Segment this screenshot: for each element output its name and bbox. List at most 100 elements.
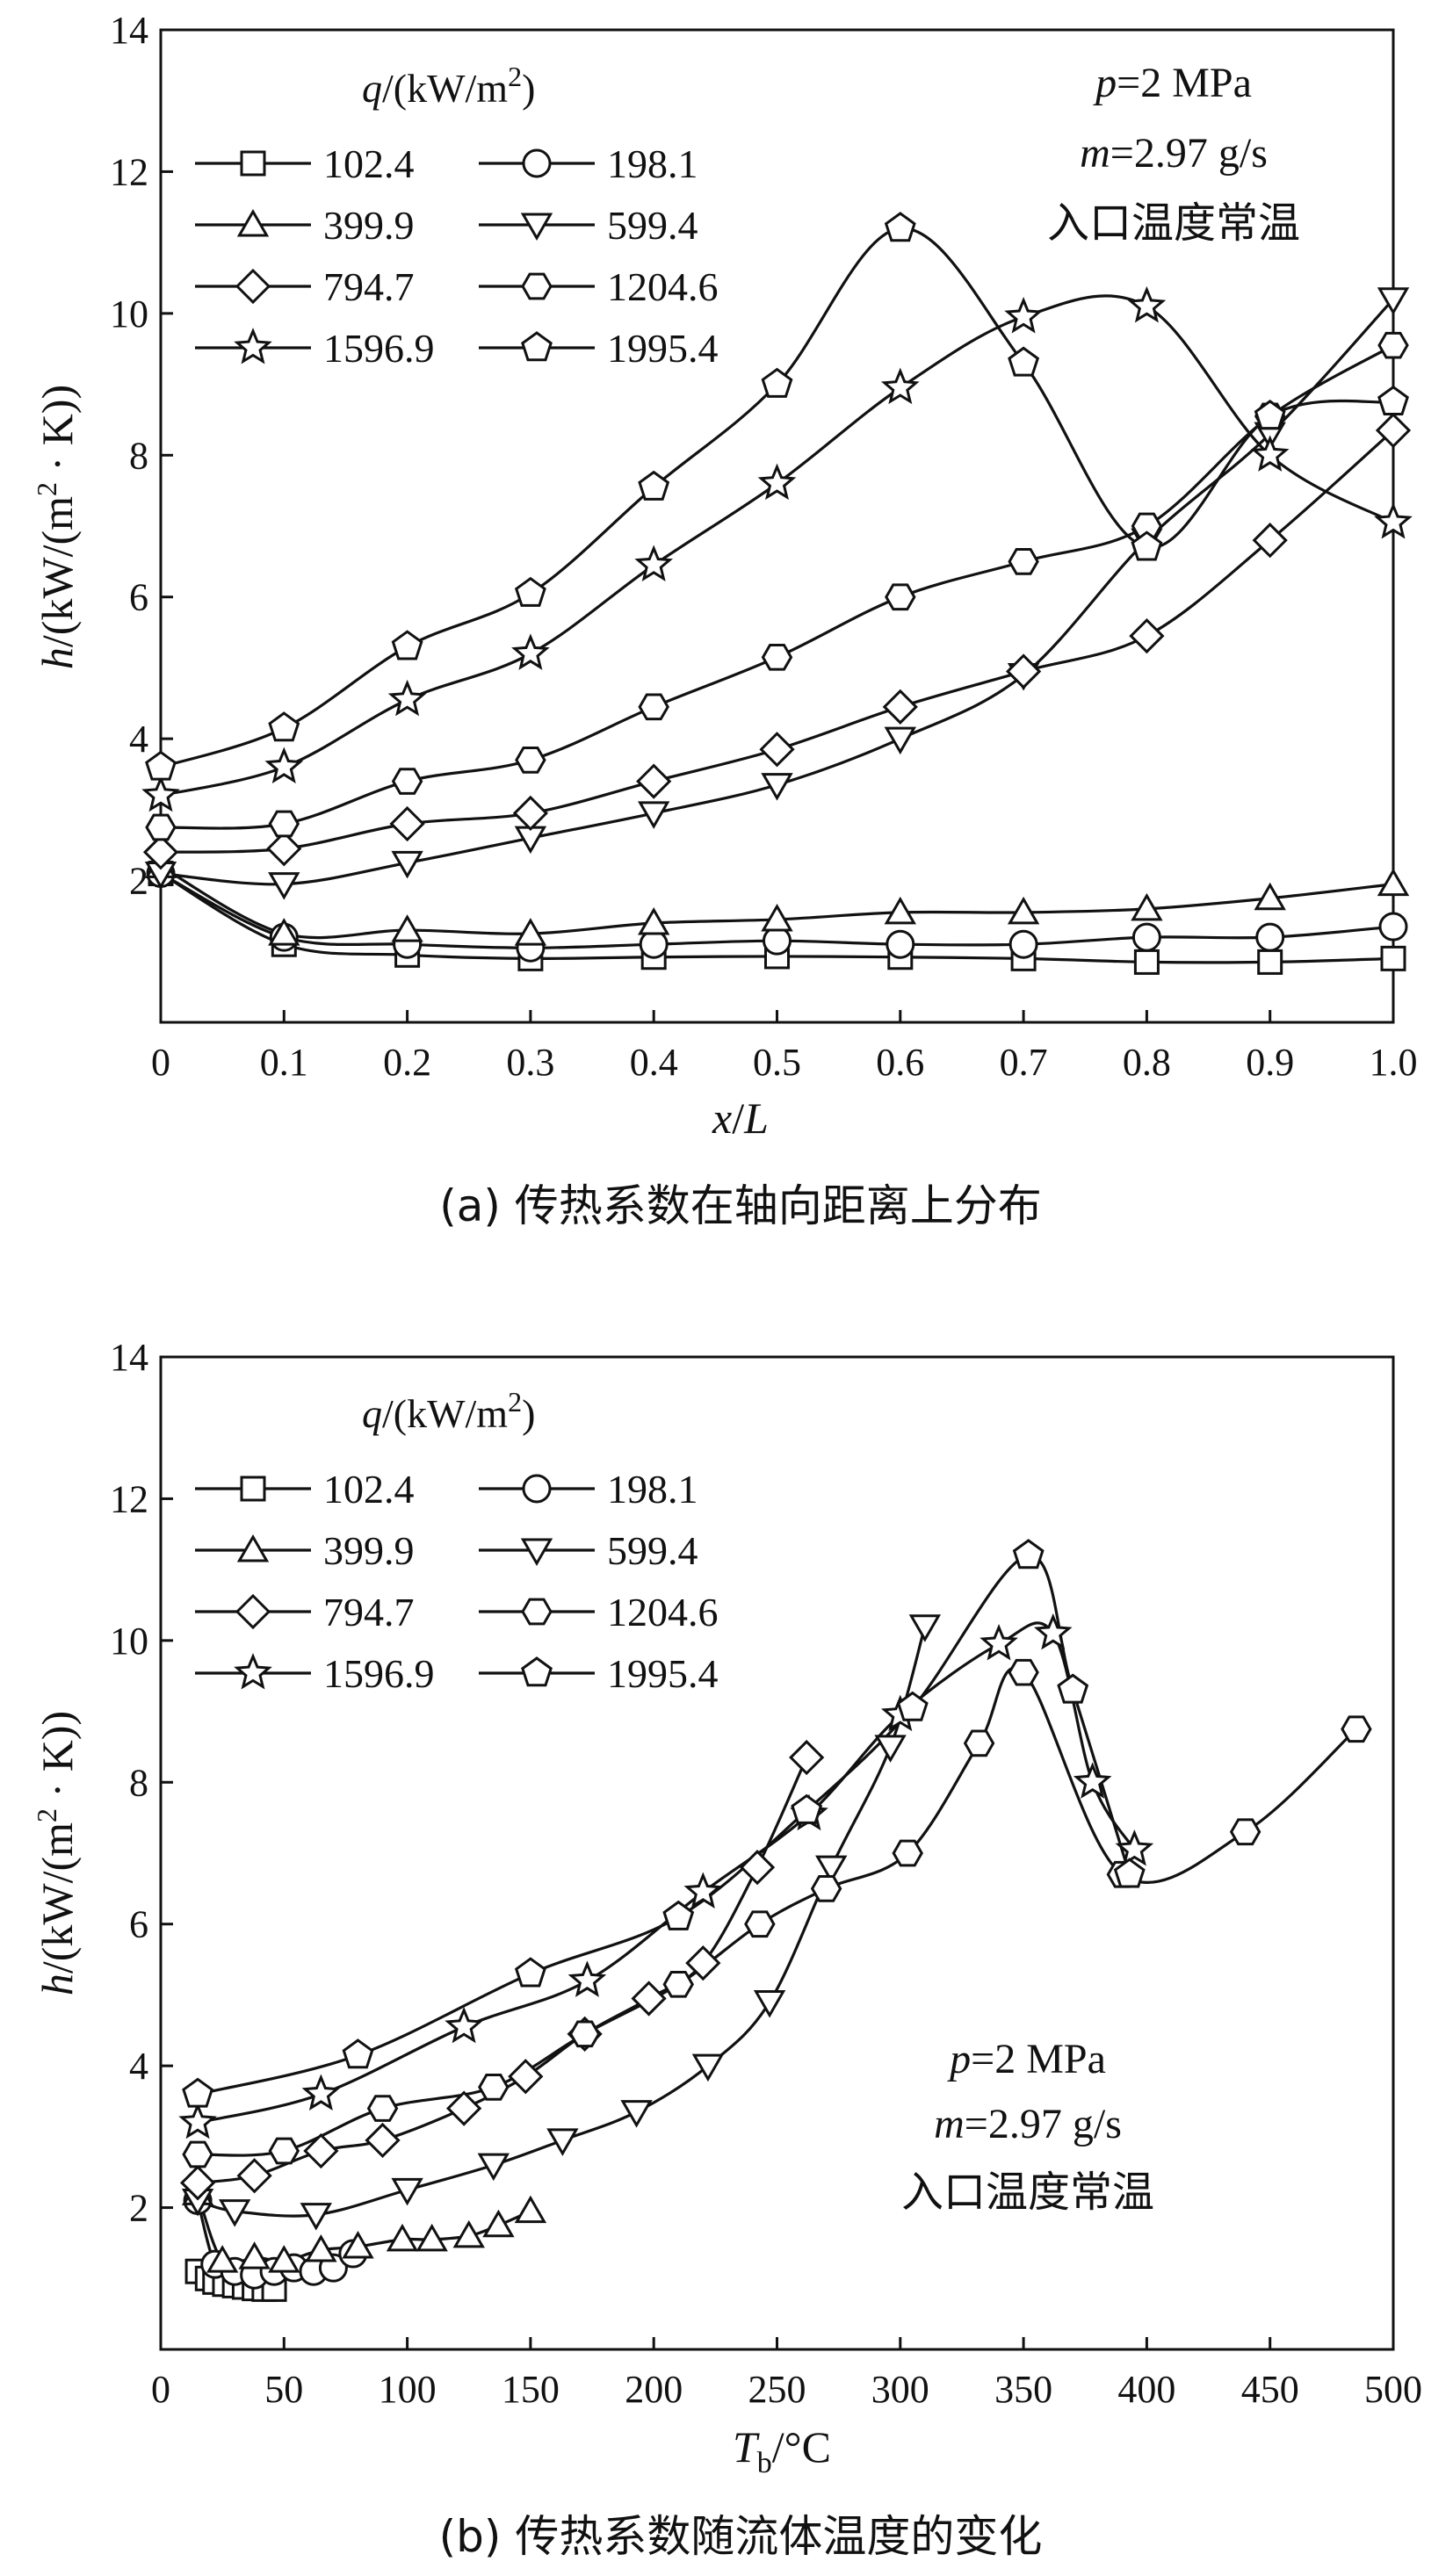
- data-point-diamond: [389, 805, 425, 842]
- x-tick-label: 350: [994, 2368, 1052, 2411]
- data-point-diamond: [179, 2165, 216, 2201]
- data-point-diamond: [1375, 412, 1412, 449]
- data-point-triangle-up: [761, 903, 793, 932]
- series-line-599_4: [160, 298, 1395, 886]
- legend-marker-diamond: [235, 1593, 271, 1630]
- legend-item-399_9: 399.9: [195, 203, 415, 248]
- data-point-star: [1073, 1762, 1112, 1799]
- data-point-pentagon: [1254, 400, 1286, 430]
- caption-a: (a) 传热系数在轴向距离上分布: [439, 1180, 1042, 1231]
- data-point-triangle-up: [482, 2209, 515, 2238]
- data-point-pentagon: [514, 1957, 546, 1988]
- data-point-triangle-up: [268, 2245, 300, 2273]
- pressure-note-b: p=2 MPa: [947, 2036, 1106, 2082]
- data-point-triangle-down: [874, 1735, 907, 1763]
- data-point-pentagon: [268, 711, 300, 742]
- legend-item-198_1: 198.1: [479, 141, 698, 186]
- legend-marker-circle: [522, 1474, 552, 1504]
- data-point-square: [1257, 949, 1283, 975]
- data-point-triangle-down: [761, 773, 793, 801]
- x-tick-label: 300: [871, 2368, 929, 2411]
- data-point-hexagon: [810, 1875, 842, 1902]
- legend-label: 399.9: [323, 1528, 415, 1573]
- legend-label: 1596.9: [323, 326, 435, 371]
- data-point-triangle-up: [386, 2223, 419, 2252]
- data-point-diamond: [631, 1981, 667, 2017]
- legend-marker-triangle-down: [520, 1538, 553, 1566]
- legend-item-599_4: 599.4: [479, 1528, 698, 1573]
- data-point-hexagon: [268, 810, 300, 838]
- data-point-triangle-down: [1377, 287, 1410, 315]
- legend-title-a: q/(kW/m2): [362, 61, 535, 111]
- legend-item-599_4: 599.4: [479, 203, 698, 248]
- y-tick-label: 4: [129, 718, 148, 761]
- legend-label: 1995.4: [607, 1651, 719, 1696]
- data-point-circle: [639, 929, 669, 959]
- data-point-triangle-up: [342, 2230, 374, 2259]
- data-point-pentagon: [1012, 1539, 1045, 1569]
- data-point-pentagon: [342, 2038, 374, 2069]
- data-point-diamond: [636, 763, 672, 799]
- y-tick-label: 12: [110, 150, 148, 193]
- y-tick-label: 2: [129, 860, 148, 903]
- data-point-triangle-up: [206, 2245, 239, 2273]
- legend-marker-star: [234, 328, 272, 364]
- legend-marker-pentagon: [521, 331, 553, 362]
- data-point-triangle-up: [1131, 892, 1163, 921]
- data-point-diamond: [789, 1739, 825, 1776]
- data-point-circle: [1008, 929, 1038, 959]
- data-point-star: [1250, 435, 1290, 472]
- data-point-hexagon: [1341, 1715, 1372, 1743]
- data-point-diamond: [508, 2059, 544, 2095]
- legend-marker-triangle-down: [520, 213, 553, 241]
- data-point-square: [1380, 945, 1406, 971]
- data-point-hexagon: [182, 2140, 213, 2168]
- series-line-1204_6: [198, 1666, 1357, 2157]
- data-point-triangle-up: [514, 2195, 547, 2224]
- data-point-triangle-down: [391, 2177, 423, 2206]
- y-tick-label: 2: [129, 2187, 148, 2230]
- data-point-diamond: [236, 2158, 272, 2194]
- data-point-pentagon: [638, 470, 670, 501]
- data-point-hexagon: [145, 813, 177, 841]
- panel-a: 0 0.1 0.2 0.3 0.4 0.5 0.6 0.7 0.8 0.9 1.0 14 12 10 8 6 4…: [31, 9, 1418, 1231]
- data-point-triangle-up: [268, 918, 300, 946]
- legend-marker-circle: [522, 148, 552, 178]
- x-tick-label: 0: [151, 2368, 170, 2411]
- legend-label: 198.1: [607, 1467, 698, 1512]
- data-point-star: [301, 2074, 341, 2111]
- legend-marker-square: [240, 150, 266, 177]
- data-point-triangle-up: [391, 914, 423, 942]
- legend-label: 198.1: [607, 141, 698, 186]
- data-point-triangle-down: [884, 726, 916, 755]
- legend-label: 399.9: [323, 203, 415, 248]
- x-tick-label: 0.4: [630, 1041, 678, 1084]
- legend-item-102_4: 102.4: [195, 1467, 415, 1512]
- legend-marker-square: [240, 1476, 266, 1502]
- y-tick-label: 8: [129, 1761, 148, 1804]
- data-point-triangle-down: [638, 801, 670, 829]
- x-tick-label: 50: [264, 2368, 303, 2411]
- legend-marker-star: [234, 1653, 272, 1690]
- data-point-star: [387, 679, 427, 717]
- series-line-1995_4: [160, 227, 1394, 768]
- x-tick-label: 0.6: [876, 1041, 924, 1084]
- inlet-note-b: 入口温度常温: [901, 2169, 1154, 2216]
- data-point-diamond: [365, 2122, 401, 2159]
- legend-item-1204_6: 1204.6: [479, 264, 719, 309]
- annotation-a: p=2 MPa m=2.97 g/s 入口温度常温: [1047, 60, 1300, 247]
- data-point-circle: [1255, 922, 1285, 952]
- data-point-hexagon: [268, 2137, 300, 2165]
- legend-label: 794.7: [323, 1590, 415, 1634]
- data-point-diamond: [1005, 653, 1042, 689]
- annotation-b: p=2 MPa m=2.97 g/s 入口温度常温: [901, 2036, 1154, 2216]
- x-tick-label: 400: [1117, 2368, 1175, 2411]
- data-point-hexagon: [1377, 331, 1409, 359]
- data-point-star: [1374, 502, 1413, 539]
- legend-item-794_7: 794.7: [195, 1590, 415, 1634]
- panel-b: 0 50 100 150 200 250 300 350 400 450 500 14 12 10 8 6 4 2…: [31, 1336, 1422, 2562]
- data-point-triangle-up: [884, 896, 916, 925]
- x-tick-label: 150: [502, 2368, 560, 2411]
- legend-label: 794.7: [323, 264, 415, 309]
- series-line-794_7: [197, 1757, 808, 2184]
